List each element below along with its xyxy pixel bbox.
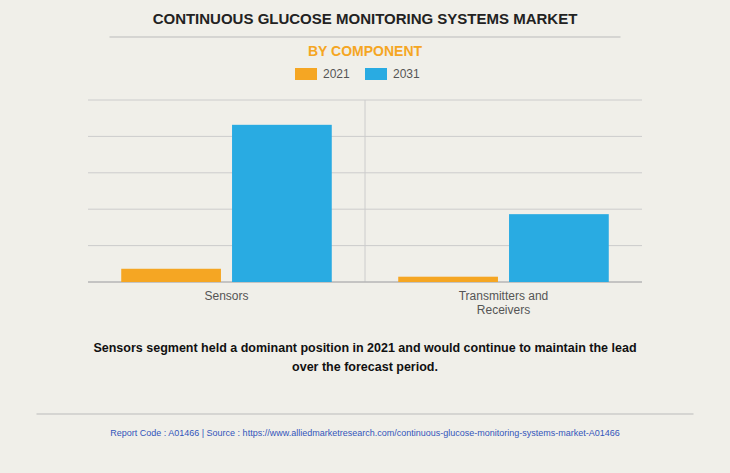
- text-line: Report Code : A01466 | Source : https://…: [110, 428, 620, 438]
- title: CONTINUOUS GLUCOSE MONITORING SYSTEMS MA…: [153, 10, 578, 27]
- bar: [509, 214, 609, 282]
- bars: [121, 125, 609, 282]
- x-tick-label: Transmitters andReceivers: [459, 289, 549, 317]
- subtitle: BY COMPONENT: [308, 43, 423, 59]
- x-tick-label: Sensors: [204, 289, 248, 303]
- title-rule: [110, 37, 621, 38]
- chart-container: CONTINUOUS GLUCOSE MONITORING SYSTEMS MA…: [0, 0, 730, 473]
- footer: Report Code : A01466 | Source : https://…: [110, 428, 620, 438]
- legend-swatch: [365, 68, 387, 80]
- footer-rule: [37, 414, 694, 415]
- grid: [88, 100, 642, 282]
- legend-label: 2021: [323, 67, 350, 81]
- text-line: Sensors: [204, 289, 248, 303]
- annotation: Sensors segment held a dominant position…: [93, 341, 636, 374]
- chart-svg: CONTINUOUS GLUCOSE MONITORING SYSTEMS MA…: [0, 0, 730, 473]
- text-line: Receivers: [477, 303, 530, 317]
- legend-swatch: [295, 68, 317, 80]
- text-line: over the forecast period.: [292, 360, 438, 374]
- background: [0, 0, 730, 473]
- group-separator: [365, 100, 366, 282]
- bar: [121, 269, 221, 282]
- legend-label: 2031: [393, 67, 420, 81]
- x-axis-labels: Sensors Transmitters andReceivers: [204, 289, 548, 317]
- bar: [398, 277, 498, 282]
- bar: [232, 125, 332, 282]
- legend: 2021 2031: [295, 67, 420, 81]
- text-line: Sensors segment held a dominant position…: [93, 341, 636, 355]
- text-line: Transmitters and: [459, 289, 549, 303]
